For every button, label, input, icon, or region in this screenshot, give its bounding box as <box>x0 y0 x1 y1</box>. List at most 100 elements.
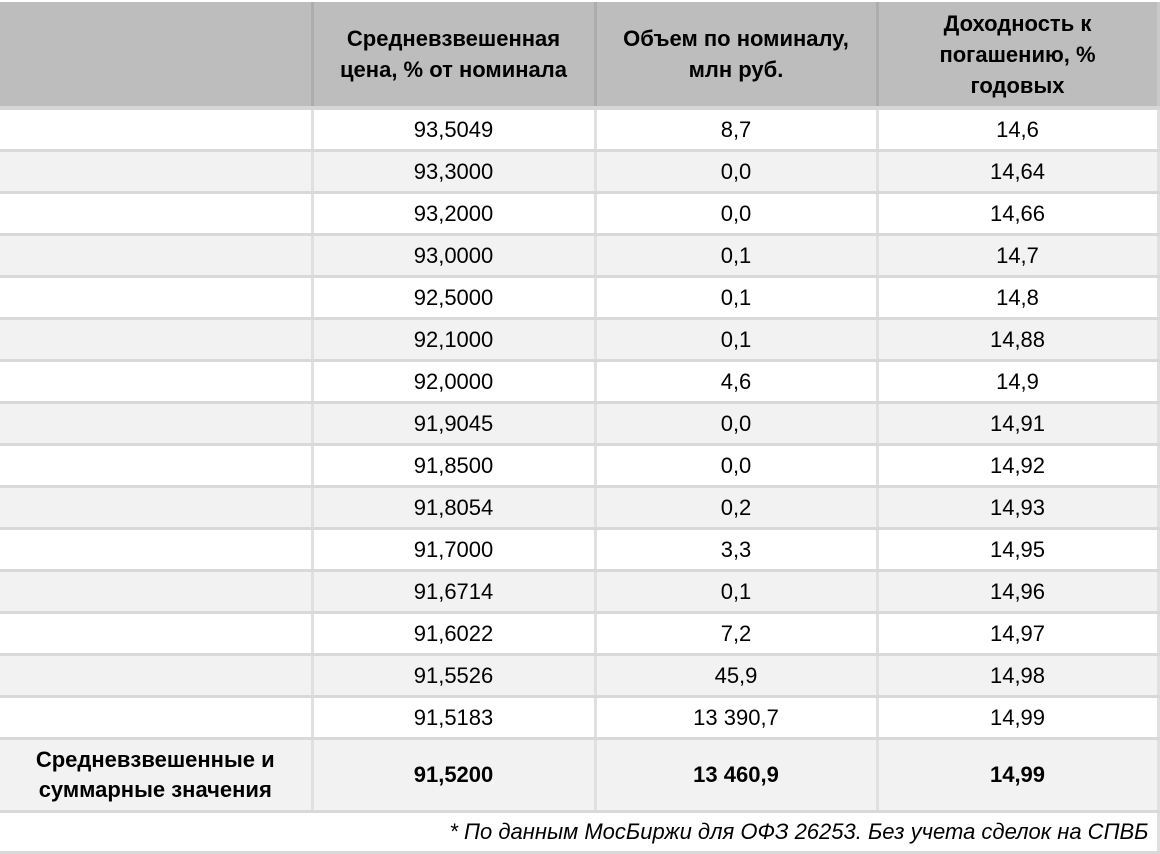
table-row: 91,6714 0,1 14,96 <box>0 570 1160 614</box>
table-row: 91,5526 45,9 14,98 <box>0 654 1160 698</box>
volume-cell: 0,0 <box>595 150 879 194</box>
row-label <box>0 150 314 194</box>
price-cell: 91,8500 <box>312 444 597 488</box>
price-cell: 91,5526 <box>312 654 597 698</box>
volume-cell: 45,9 <box>595 654 879 698</box>
header-weighted-price-line1: Средневзвешенная <box>346 26 561 51</box>
row-label <box>0 696 314 740</box>
volume-cell: 13 390,7 <box>595 696 879 740</box>
volume-cell: 3,3 <box>595 528 879 572</box>
price-cell: 93,0000 <box>312 234 597 278</box>
table-row: 91,9045 0,0 14,91 <box>0 402 1160 446</box>
totals-price-cell: 91,5200 <box>312 738 597 813</box>
totals-label: Средневзвешенные и суммарные значения <box>0 738 314 813</box>
price-cell: 91,6714 <box>312 570 597 614</box>
volume-cell: 0,0 <box>595 192 879 236</box>
table-row: 93,5049 8,7 14,6 <box>0 108 1160 152</box>
price-cell: 91,7000 <box>312 528 597 572</box>
price-cell: 93,5049 <box>312 108 597 152</box>
volume-cell: 0,1 <box>595 234 879 278</box>
yield-cell: 14,9 <box>877 360 1160 404</box>
table-row: 91,5183 13 390,7 14,99 <box>0 696 1160 740</box>
row-label <box>0 192 314 236</box>
yield-cell: 14,66 <box>877 192 1160 236</box>
header-yield-line1: Доходность к <box>943 10 1092 36</box>
header-yield-to-maturity: Доходность к погашению, % годовых <box>877 2 1160 110</box>
header-row: Средневзвешенная цена, % от номинала Объ… <box>0 2 1160 110</box>
price-cell: 91,8054 <box>312 486 597 530</box>
price-cell: 93,2000 <box>312 192 597 236</box>
yield-cell: 14,95 <box>877 528 1160 572</box>
totals-label-line1: Средневзвешенные и <box>35 747 275 772</box>
volume-cell: 8,7 <box>595 108 879 152</box>
table-row: 92,0000 4,6 14,9 <box>0 360 1160 404</box>
table-row: 93,3000 0,0 14,64 <box>0 150 1160 194</box>
volume-cell: 0,2 <box>595 486 879 530</box>
price-cell: 92,0000 <box>312 360 597 404</box>
volume-cell: 4,6 <box>595 360 879 404</box>
header-label-column <box>0 2 314 110</box>
row-label <box>0 444 314 488</box>
row-label <box>0 402 314 446</box>
row-label <box>0 108 314 152</box>
volume-cell: 0,0 <box>595 444 879 488</box>
totals-yield-cell: 14,99 <box>877 738 1160 813</box>
table-row: 93,2000 0,0 14,66 <box>0 192 1160 236</box>
table-row: 92,5000 0,1 14,8 <box>0 276 1160 320</box>
table-row: 92,1000 0,1 14,88 <box>0 318 1160 362</box>
totals-label-line2: суммарные значения <box>38 777 272 802</box>
footnote-row: * По данным МосБиржи для ОФЗ 26253. Без … <box>0 811 1160 854</box>
yield-cell: 14,64 <box>877 150 1160 194</box>
price-cell: 91,6022 <box>312 612 597 656</box>
volume-cell: 0,1 <box>595 318 879 362</box>
table-row: 91,6022 7,2 14,97 <box>0 612 1160 656</box>
footnote: * По данным МосБиржи для ОФЗ 26253. Без … <box>0 811 1160 854</box>
row-label <box>0 486 314 530</box>
row-label <box>0 528 314 572</box>
header-yield-line2: погашению, % <box>939 41 1096 67</box>
volume-cell: 0,1 <box>595 276 879 320</box>
row-label <box>0 234 314 278</box>
header-yield-line3: годовых <box>970 72 1065 98</box>
row-label <box>0 654 314 698</box>
price-cell: 91,9045 <box>312 402 597 446</box>
yield-cell: 14,93 <box>877 486 1160 530</box>
row-label <box>0 570 314 614</box>
yield-cell: 14,6 <box>877 108 1160 152</box>
volume-cell: 0,1 <box>595 570 879 614</box>
totals-volume-cell: 13 460,9 <box>595 738 879 813</box>
volume-cell: 0,0 <box>595 402 879 446</box>
table-row: 93,0000 0,1 14,7 <box>0 234 1160 278</box>
table-body: 93,5049 8,7 14,6 93,3000 0,0 14,64 93,20… <box>0 108 1160 854</box>
yield-cell: 14,99 <box>877 696 1160 740</box>
price-cell: 92,5000 <box>312 276 597 320</box>
yield-cell: 14,88 <box>877 318 1160 362</box>
table-row: 91,8500 0,0 14,92 <box>0 444 1160 488</box>
yield-cell: 14,7 <box>877 234 1160 278</box>
row-label <box>0 612 314 656</box>
table-header: Средневзвешенная цена, % от номинала Объ… <box>0 2 1160 110</box>
yield-cell: 14,8 <box>877 276 1160 320</box>
row-label <box>0 318 314 362</box>
table-row: 91,7000 3,3 14,95 <box>0 528 1160 572</box>
volume-cell: 7,2 <box>595 612 879 656</box>
price-cell: 93,3000 <box>312 150 597 194</box>
row-label <box>0 276 314 320</box>
yield-cell: 14,96 <box>877 570 1160 614</box>
yield-cell: 14,97 <box>877 612 1160 656</box>
price-cell: 91,5183 <box>312 696 597 740</box>
header-weighted-price-line2: цена, % от номинала <box>340 57 567 82</box>
yield-cell: 14,91 <box>877 402 1160 446</box>
totals-row: Средневзвешенные и суммарные значения 91… <box>0 738 1160 813</box>
header-nominal-volume-line2: млн руб. <box>688 57 784 82</box>
row-label <box>0 360 314 404</box>
price-cell: 92,1000 <box>312 318 597 362</box>
header-weighted-price: Средневзвешенная цена, % от номинала <box>312 2 597 110</box>
header-nominal-volume: Объем по номиналу, млн руб. <box>595 2 879 110</box>
header-nominal-volume-line1: Объем по номиналу, <box>623 26 849 51</box>
yield-cell: 14,92 <box>877 444 1160 488</box>
table-row: 91,8054 0,2 14,93 <box>0 486 1160 530</box>
yield-cell: 14,98 <box>877 654 1160 698</box>
